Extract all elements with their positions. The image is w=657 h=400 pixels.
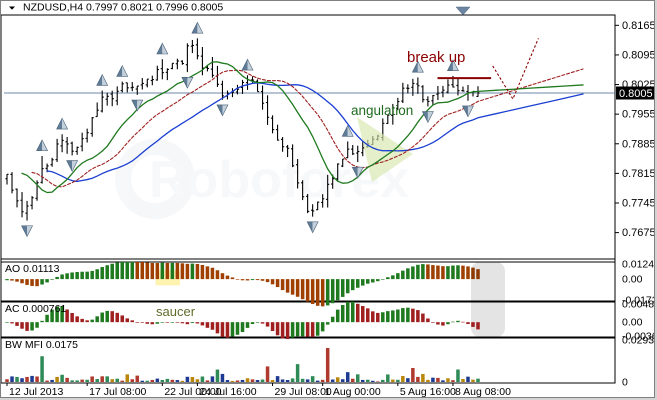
svg-text:0.7815: 0.7815 bbox=[622, 168, 655, 180]
svg-text:1 Aug 00:00: 1 Aug 00:00 bbox=[325, 386, 381, 398]
svg-text:5 Aug 16:00: 5 Aug 16:00 bbox=[400, 386, 456, 398]
svg-text:0.8165: 0.8165 bbox=[622, 20, 655, 32]
svg-text:0.7885: 0.7885 bbox=[622, 138, 655, 150]
svg-text:0.7745: 0.7745 bbox=[622, 197, 655, 209]
svg-text:12 Jul 2013: 12 Jul 2013 bbox=[9, 386, 63, 398]
svg-text:0.8095: 0.8095 bbox=[622, 49, 655, 61]
svg-text:17 Jul 08:00: 17 Jul 08:00 bbox=[89, 386, 146, 398]
svg-text:8 Aug 08:00: 8 Aug 08:00 bbox=[455, 386, 511, 398]
svg-text:0.7675: 0.7675 bbox=[622, 227, 655, 239]
svg-text:0.00: 0.00 bbox=[622, 317, 643, 329]
svg-text:0.8005: 0.8005 bbox=[619, 88, 653, 100]
svg-text:0.0293: 0.0293 bbox=[622, 335, 654, 347]
svg-text:AO 0.01113: AO 0.01113 bbox=[5, 263, 60, 275]
svg-text:saucer: saucer bbox=[156, 304, 196, 319]
svg-text:0.00: 0.00 bbox=[622, 274, 643, 286]
svg-text:0.7955: 0.7955 bbox=[622, 109, 655, 121]
svg-text:0: 0 bbox=[622, 377, 628, 389]
svg-text:29 Jul 08:00: 29 Jul 08:00 bbox=[275, 386, 332, 398]
svg-text:0.004802: 0.004802 bbox=[622, 299, 655, 311]
svg-text:NZDUSD,H4 0.7997 0.8021 0.799: NZDUSD,H4 0.7997 0.8021 0.7996 0.8005 bbox=[23, 2, 223, 14]
svg-text:0.01248: 0.01248 bbox=[622, 259, 655, 271]
svg-text:24 Jul 16:00: 24 Jul 16:00 bbox=[199, 386, 256, 398]
svg-text:angulation: angulation bbox=[351, 103, 413, 118]
svg-text:break up: break up bbox=[407, 49, 465, 66]
svg-text:BW MFI 0.0175: BW MFI 0.0175 bbox=[5, 339, 78, 351]
svg-text:AC 0.000761: AC 0.000761 bbox=[5, 303, 66, 315]
